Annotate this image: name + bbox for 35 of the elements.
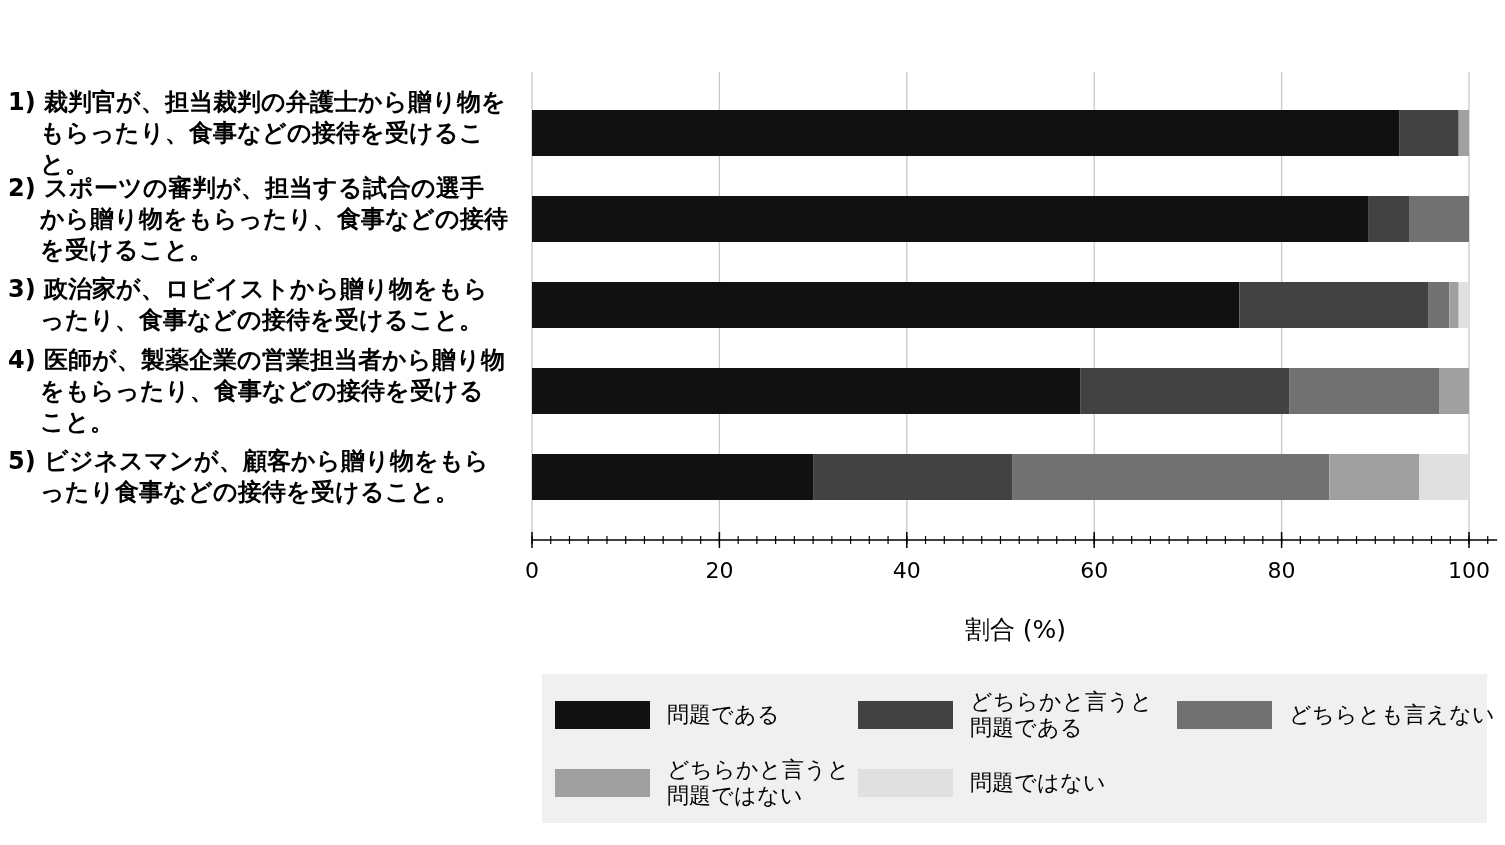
y-tick-label: 4) 医師が、製薬企業の営業担当者から贈り物をもらったり、食事などの接待を受けること。 bbox=[8, 344, 507, 438]
bar bbox=[532, 282, 1240, 328]
bar bbox=[1409, 196, 1469, 242]
legend-label: どちらとも言えない bbox=[1289, 702, 1495, 728]
bar bbox=[1439, 368, 1469, 414]
y-tick-label: 5) ビジネスマンが、顧客から贈り物をもらったり食事などの接待を受けること。 bbox=[8, 446, 491, 508]
bar bbox=[532, 454, 814, 500]
bar bbox=[1458, 110, 1469, 156]
bar bbox=[1449, 282, 1459, 328]
x-tick-label: 100 bbox=[1448, 558, 1490, 583]
x-tick-label: 60 bbox=[1080, 558, 1109, 583]
x-tick-label: 0 bbox=[525, 558, 539, 583]
x-tick-label: 20 bbox=[705, 558, 734, 583]
bar bbox=[1458, 282, 1469, 328]
legend-label: どちらかと言うと問題である bbox=[970, 689, 1154, 741]
bar bbox=[813, 454, 1013, 500]
bar bbox=[1419, 454, 1469, 500]
legend-label: 問題ではない bbox=[970, 770, 1107, 796]
bar bbox=[1012, 454, 1330, 500]
x-axis-title: 割合 (%) bbox=[964, 615, 1067, 644]
bar bbox=[532, 196, 1369, 242]
y-tick-label: 3) 政治家が、ロビイストから贈り物をもらったり、食事などの接待を受けること。 bbox=[8, 274, 490, 336]
bar bbox=[1289, 368, 1440, 414]
legend-label: 問題である bbox=[667, 702, 781, 728]
bar bbox=[532, 368, 1081, 414]
bar bbox=[1428, 282, 1450, 328]
bar bbox=[1329, 454, 1420, 500]
x-tick-label: 40 bbox=[892, 558, 921, 583]
bar bbox=[532, 110, 1400, 156]
bar bbox=[1399, 110, 1459, 156]
bar bbox=[1239, 282, 1429, 328]
x-tick-label: 80 bbox=[1267, 558, 1296, 583]
legend-label: どちらかと言うと問題ではない bbox=[667, 757, 851, 809]
bar bbox=[1080, 368, 1290, 414]
bar bbox=[1368, 196, 1410, 242]
